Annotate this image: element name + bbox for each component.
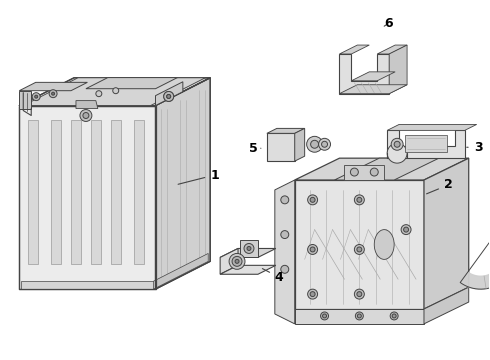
Circle shape — [281, 196, 289, 204]
Polygon shape — [294, 129, 305, 161]
Polygon shape — [71, 121, 81, 264]
Circle shape — [387, 143, 407, 163]
Circle shape — [357, 314, 361, 318]
Polygon shape — [267, 133, 294, 161]
Polygon shape — [294, 158, 469, 180]
Circle shape — [355, 312, 363, 320]
Text: 6: 6 — [384, 17, 393, 30]
Polygon shape — [155, 82, 183, 105]
Polygon shape — [155, 78, 210, 289]
Polygon shape — [424, 158, 469, 309]
Circle shape — [96, 91, 102, 96]
Polygon shape — [28, 121, 38, 264]
Polygon shape — [86, 78, 177, 89]
Circle shape — [394, 141, 400, 147]
Circle shape — [357, 247, 362, 252]
Circle shape — [311, 140, 319, 148]
Polygon shape — [340, 45, 369, 54]
Circle shape — [229, 253, 245, 269]
Circle shape — [80, 109, 92, 121]
Polygon shape — [19, 91, 31, 109]
Polygon shape — [294, 309, 424, 324]
Polygon shape — [340, 85, 407, 94]
Polygon shape — [424, 287, 469, 324]
Polygon shape — [91, 121, 101, 264]
Circle shape — [281, 265, 289, 273]
Polygon shape — [220, 248, 276, 257]
Polygon shape — [294, 180, 424, 309]
Polygon shape — [340, 54, 389, 94]
Circle shape — [357, 197, 362, 202]
Circle shape — [308, 289, 318, 299]
Circle shape — [390, 312, 398, 320]
Polygon shape — [19, 105, 155, 289]
Circle shape — [318, 138, 331, 150]
Polygon shape — [23, 78, 205, 105]
Circle shape — [51, 92, 54, 95]
Circle shape — [320, 312, 328, 320]
Circle shape — [307, 136, 322, 152]
Circle shape — [32, 93, 40, 100]
Polygon shape — [153, 253, 208, 289]
Polygon shape — [460, 226, 490, 289]
Polygon shape — [405, 135, 447, 152]
Circle shape — [401, 225, 411, 235]
Circle shape — [164, 91, 173, 102]
Circle shape — [354, 195, 365, 205]
Polygon shape — [351, 72, 395, 81]
Polygon shape — [220, 248, 238, 274]
Circle shape — [83, 113, 89, 118]
Text: 1: 1 — [178, 168, 219, 184]
Circle shape — [247, 247, 251, 251]
Polygon shape — [220, 265, 276, 274]
Circle shape — [281, 231, 289, 239]
Circle shape — [321, 141, 327, 147]
Circle shape — [357, 292, 362, 297]
Circle shape — [244, 243, 254, 253]
Polygon shape — [51, 121, 61, 264]
Circle shape — [310, 197, 315, 202]
Polygon shape — [387, 125, 477, 130]
Polygon shape — [335, 158, 439, 180]
Circle shape — [310, 247, 315, 252]
Polygon shape — [275, 180, 294, 324]
Ellipse shape — [374, 230, 394, 260]
Polygon shape — [134, 121, 144, 264]
Text: 5: 5 — [249, 142, 261, 155]
Polygon shape — [389, 45, 407, 94]
Circle shape — [404, 227, 409, 232]
Text: 2: 2 — [427, 179, 453, 194]
Polygon shape — [19, 78, 210, 105]
Circle shape — [310, 292, 315, 297]
Circle shape — [370, 168, 378, 176]
Circle shape — [391, 138, 403, 150]
Polygon shape — [21, 281, 153, 289]
Circle shape — [354, 244, 365, 255]
Polygon shape — [76, 100, 98, 109]
Circle shape — [308, 195, 318, 205]
Circle shape — [167, 94, 171, 98]
Polygon shape — [111, 121, 121, 264]
Polygon shape — [377, 45, 407, 54]
Circle shape — [167, 94, 171, 98]
Circle shape — [235, 260, 239, 264]
Circle shape — [392, 314, 396, 318]
Circle shape — [49, 90, 57, 98]
Circle shape — [354, 289, 365, 299]
Circle shape — [350, 168, 358, 176]
Circle shape — [322, 314, 326, 318]
Polygon shape — [344, 165, 384, 180]
Circle shape — [308, 244, 318, 255]
Circle shape — [232, 256, 242, 266]
Polygon shape — [240, 239, 258, 257]
Text: 4: 4 — [262, 269, 284, 284]
Polygon shape — [19, 82, 87, 91]
Circle shape — [113, 88, 119, 94]
Polygon shape — [267, 129, 305, 133]
Circle shape — [35, 95, 38, 98]
Text: 3: 3 — [467, 141, 482, 154]
Circle shape — [164, 91, 173, 102]
Polygon shape — [387, 130, 465, 158]
